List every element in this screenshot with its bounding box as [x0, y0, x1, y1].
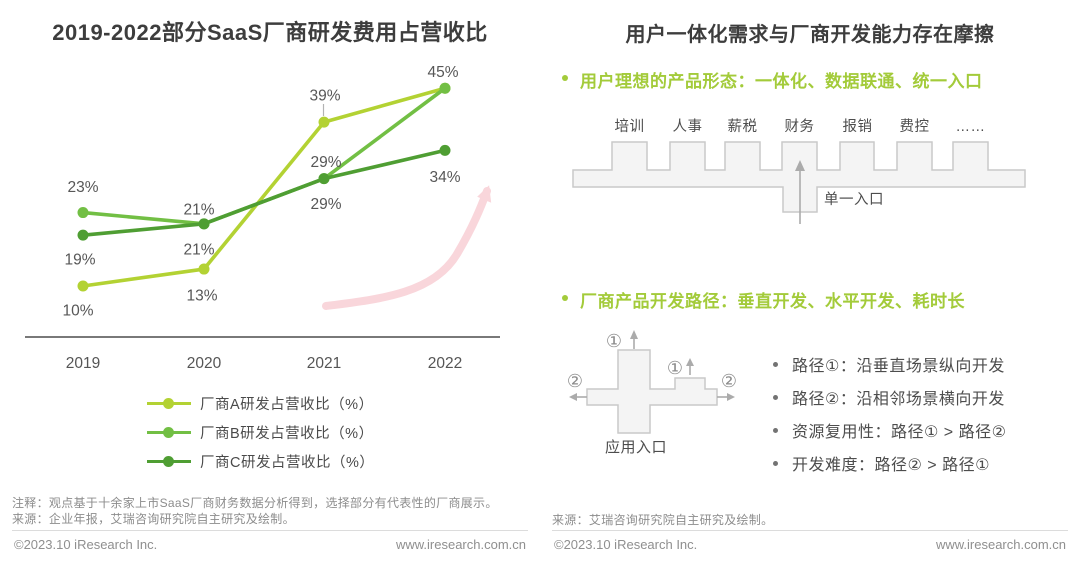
x-tick-label: 2022 [428, 355, 462, 372]
data-label: 23% [67, 179, 98, 196]
single-entry-label: 单一入口 [824, 191, 884, 208]
vertical-dev-arrowhead-2 [686, 358, 694, 366]
data-label: 21% [183, 241, 214, 258]
horizontal-dev-arrowhead-left [569, 393, 577, 401]
right-diagram-panel: 用户一体化需求与厂商开发能力存在摩擦 用户理想的产品形态：一体化、数据联通、统一… [540, 0, 1080, 561]
data-label: 13% [186, 288, 217, 305]
data-point [77, 229, 89, 241]
dev-path-bullet: 厂商产品开发路径：垂直开发、水平开发、耗时长 [562, 287, 965, 312]
data-label: 34% [429, 169, 460, 186]
legend-marker-icon [147, 426, 191, 438]
app-entry-label: 应用入口 [605, 438, 667, 456]
bullet-dot-icon [773, 427, 778, 433]
legend-item: 厂商A研发占营收比（%） [147, 391, 374, 415]
path-note-text: 路径①：沿垂直场景纵向开发 [792, 358, 1005, 375]
right-panel-title: 用户一体化需求与厂商开发能力存在摩擦 [625, 24, 995, 46]
dev-path-shape [586, 349, 718, 434]
data-label: 10% [62, 303, 93, 320]
copyright-text: ©2023.10 iResearch Inc. [554, 537, 698, 552]
note-line: 注释：观点基于十余家上市SaaS厂商财务数据分析得到，选择部分有代表性的厂商展示… [12, 496, 498, 510]
path-note-item: 开发难度：路径② > 路径① [773, 451, 1006, 475]
data-label: 39% [309, 88, 340, 105]
path2-marker: ② [567, 371, 583, 391]
ideal-product-bullet: 用户理想的产品形态：一体化、数据联通、统一入口 [562, 67, 983, 92]
legend-item: 厂商B研发占营收比（%） [147, 420, 374, 444]
dev-path-heading: 厂商产品开发路径：垂直开发、水平开发、耗时长 [580, 292, 965, 311]
legend-label: 厂商A研发占营收比（%） [200, 396, 374, 413]
module-label: 培训 [615, 118, 645, 135]
module-label: 报销 [843, 118, 873, 135]
x-tick-label: 2020 [187, 355, 222, 372]
x-tick-label: 2021 [307, 355, 341, 372]
series-line [81, 86, 447, 226]
module-label: 人事 [673, 118, 703, 135]
module-label: …… [956, 119, 986, 135]
data-point [77, 280, 89, 292]
bullet-dot-icon [773, 394, 778, 400]
data-label: 29% [310, 196, 341, 213]
legend-label: 厂商C研发占营收比（%） [200, 454, 375, 471]
path2-marker: ② [721, 371, 737, 391]
left-chart-panel: 2019-2022部分SaaS厂商研发费用占营收比 2019 2020 2021 20… [12, 20, 536, 552]
data-label: 45% [427, 64, 458, 81]
data-point [439, 82, 451, 94]
legend-marker-icon [147, 455, 191, 467]
data-label: 19% [64, 252, 95, 269]
series-line [81, 148, 447, 237]
entry-arrowhead [795, 160, 805, 171]
website-url: www.iresearch.com.cn [395, 537, 526, 552]
trend-arrowhead [477, 185, 492, 203]
right-notes: 来源：艾瑞咨询研究院自主研究及绘制。 [552, 512, 1076, 528]
bullet-dot-icon [773, 361, 778, 367]
x-tick-label: 2019 [66, 355, 100, 372]
trend-arrow [322, 187, 491, 310]
data-point [318, 116, 330, 128]
data-point [318, 173, 330, 185]
bullet-dot-icon [773, 460, 778, 466]
data-label: 29% [310, 154, 341, 171]
path-note-text: 开发难度：路径② > 路径① [792, 457, 990, 474]
module-label: 财务 [785, 118, 815, 135]
source-line: 来源：艾瑞咨询研究院自主研究及绘制。 [552, 513, 774, 527]
path-note-item: 路径①：沿垂直场景纵向开发 [773, 352, 1006, 376]
data-point [198, 218, 210, 230]
legend-marker-icon [147, 397, 191, 409]
data-point [77, 207, 89, 219]
legend-item: 厂商C研发占营收比（%） [147, 449, 374, 473]
ideal-product-heading: 用户理想的产品形态：一体化、数据联通、统一入口 [580, 72, 983, 91]
horizontal-dev-arrowhead-right [727, 393, 735, 401]
integrated-suite-shape [572, 141, 1026, 213]
left-divider [12, 530, 528, 531]
right-footer: ©2023.10 iResearch Inc. www.iresearch.co… [554, 537, 1066, 552]
path-note-item: 资源复用性：路径① > 路径② [773, 418, 1006, 442]
right-divider [552, 530, 1068, 531]
path1-marker: ① [606, 331, 622, 351]
module-label: 薪税 [728, 118, 758, 135]
copyright-text: ©2023.10 iResearch Inc. [14, 537, 158, 552]
chart-legend: 厂商A研发占营收比（%） 厂商B研发占营收比（%） 厂商C研发占营收比（%） [147, 391, 374, 473]
source-line: 来源：企业年报，艾瑞咨询研究院自主研究及绘制。 [12, 512, 295, 526]
module-label: 费控 [900, 118, 930, 135]
legend-label: 厂商B研发占营收比（%） [200, 425, 374, 442]
path-note-text: 资源复用性：路径① > 路径② [792, 424, 1007, 441]
left-notes: 注释：观点基于十余家上市SaaS厂商财务数据分析得到，选择部分有代表性的厂商展示… [12, 495, 536, 527]
path1-marker: ① [667, 358, 683, 378]
data-point [198, 263, 210, 275]
bullet-dot-icon [562, 75, 568, 81]
vertical-dev-arrowhead-1 [630, 330, 638, 339]
data-point [439, 144, 451, 156]
series-line [81, 86, 447, 288]
path-note-item: 路径②：沿相邻场景横向开发 [773, 385, 1006, 409]
left-footer: ©2023.10 iResearch Inc. www.iresearch.co… [14, 537, 526, 552]
data-label: 21% [183, 201, 214, 218]
diagram-canvas: 培训 人事 薪税 财务 报销 费控 …… 单一入口 ① ① ② ② 应用入口 [567, 118, 1026, 456]
left-chart-title: 2019-2022部分SaaS厂商研发费用占营收比 [52, 20, 488, 45]
line-chart: 2019 2020 2021 2022 10% 13% 39% 45% 23% 21% 29% 19… [25, 64, 500, 372]
path-note-text: 路径②：沿相邻场景横向开发 [792, 391, 1005, 408]
website-url: www.iresearch.com.cn [935, 537, 1066, 552]
path-notes-list: 路径①：沿垂直场景纵向开发 路径②：沿相邻场景横向开发 资源复用性：路径① > 路径… [773, 352, 1006, 475]
bullet-dot-icon [562, 295, 568, 301]
